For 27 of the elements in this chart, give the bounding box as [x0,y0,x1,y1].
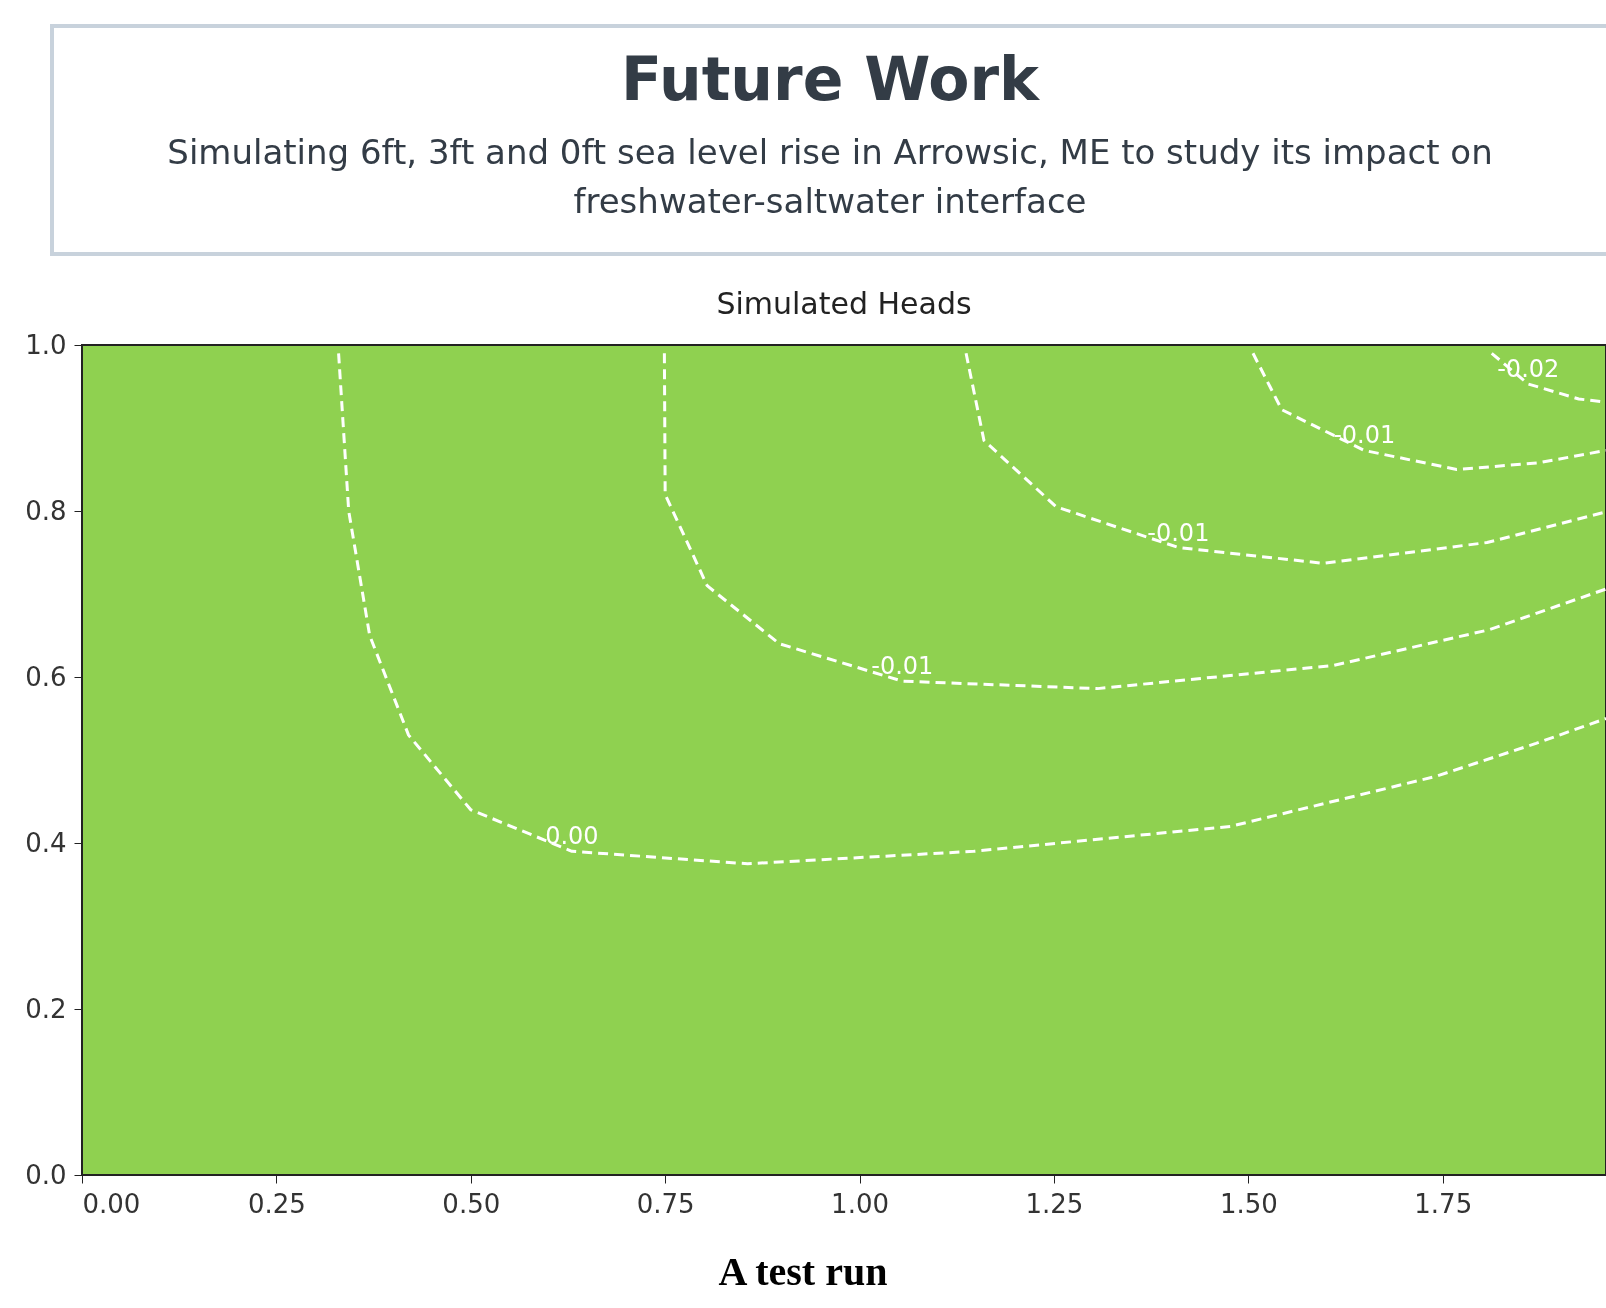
x-tick-label: 0.75 [636,1188,695,1219]
x-tick-label: 1.50 [1219,1188,1278,1219]
line-series [662,351,1606,691]
x-tick-label: 0.00 [82,1188,141,1219]
x-tick-label: 1.00 [831,1188,889,1219]
y-tick-label: 0.4 [25,827,67,858]
series-label: -0.01 [1333,421,1396,450]
x-tick-label: 1.25 [1025,1188,1084,1219]
y-tick-label: 1.0 [25,329,67,360]
line-series [1251,351,1606,471]
series-label: -0.02 [1497,355,1560,384]
x-tick-label: 0.25 [247,1188,306,1219]
y-tick-label: 0.0 [25,1159,67,1190]
text: A test run [717,1248,889,1295]
x-tick-label: 0.50 [442,1188,501,1219]
series-label: -0.01 [1147,518,1210,547]
y-tick-label: 0.2 [25,993,67,1024]
y-tick-label: 0.8 [25,495,67,526]
series-label: -0.01 [871,652,934,681]
chart-title: Future Work [619,44,1041,114]
text: Simulated Heads [716,286,972,321]
line-series [337,351,1606,866]
x-tick-label: 1.75 [1414,1188,1473,1219]
y-tick-label: 0.6 [25,661,67,692]
series-label: 0.00 [545,822,599,851]
chart-subtitle: Simulating 6ft, 3ft and 0ft sea level rise in Arrowsic, ME to study its impact on freshwater-saltwater interface [166,131,1494,224]
line-series [964,351,1606,565]
